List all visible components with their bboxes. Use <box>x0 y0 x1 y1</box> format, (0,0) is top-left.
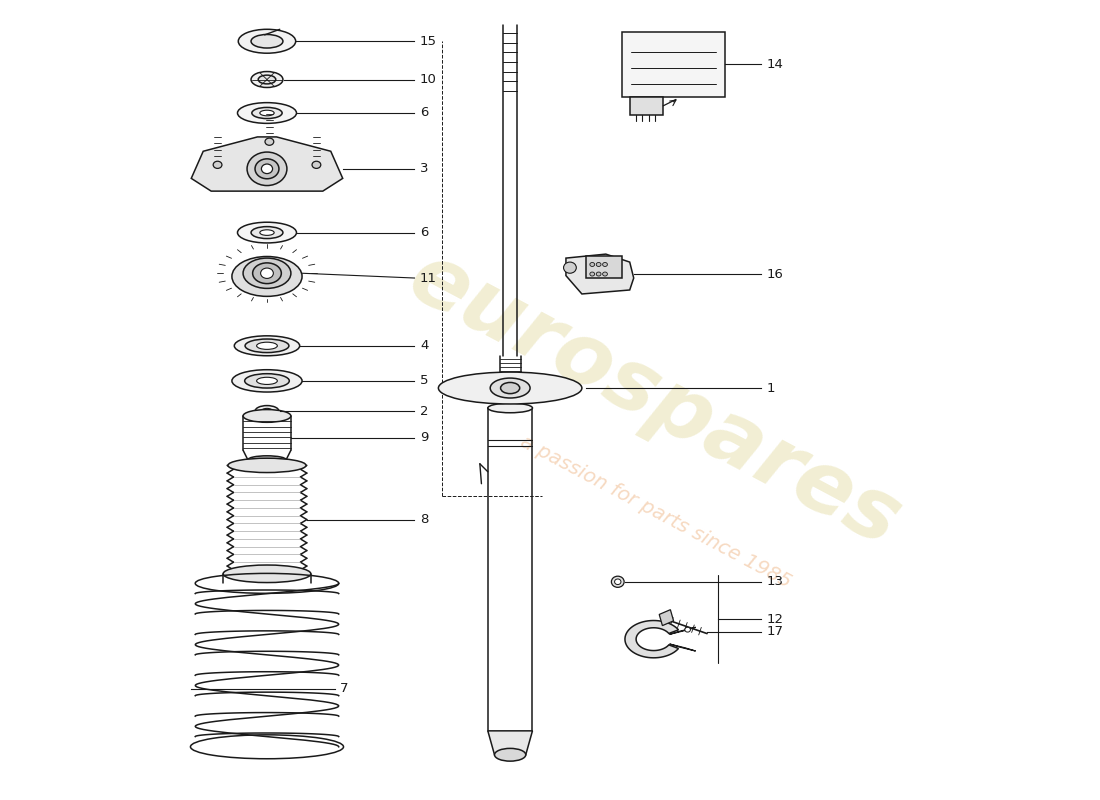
Text: 10: 10 <box>420 73 437 86</box>
Polygon shape <box>670 644 695 651</box>
Ellipse shape <box>255 159 279 178</box>
Text: 9: 9 <box>420 431 428 444</box>
Ellipse shape <box>491 378 530 398</box>
Ellipse shape <box>261 268 274 278</box>
Ellipse shape <box>239 30 296 54</box>
Ellipse shape <box>615 579 622 585</box>
Ellipse shape <box>232 370 302 392</box>
Ellipse shape <box>487 403 532 413</box>
Ellipse shape <box>495 748 526 761</box>
Ellipse shape <box>260 110 274 116</box>
Ellipse shape <box>596 262 601 266</box>
Ellipse shape <box>256 378 277 385</box>
Ellipse shape <box>255 406 279 417</box>
Ellipse shape <box>228 458 306 473</box>
Text: 1: 1 <box>767 382 775 394</box>
Text: 6: 6 <box>420 106 428 119</box>
Ellipse shape <box>245 339 289 353</box>
Ellipse shape <box>258 75 276 84</box>
Ellipse shape <box>251 34 283 48</box>
Ellipse shape <box>439 372 582 404</box>
Ellipse shape <box>251 71 283 87</box>
Ellipse shape <box>563 262 576 274</box>
Text: 8: 8 <box>420 513 428 526</box>
Polygon shape <box>487 731 532 754</box>
Ellipse shape <box>244 374 289 388</box>
Text: 16: 16 <box>767 267 783 281</box>
Ellipse shape <box>248 456 286 464</box>
Bar <box>629 97 663 114</box>
Text: 15: 15 <box>420 34 437 48</box>
Ellipse shape <box>252 107 282 118</box>
Ellipse shape <box>612 576 624 587</box>
Polygon shape <box>625 621 679 658</box>
Ellipse shape <box>248 152 287 186</box>
Ellipse shape <box>238 222 297 243</box>
Polygon shape <box>565 254 634 294</box>
Text: 12: 12 <box>767 613 784 626</box>
Text: 2: 2 <box>420 405 429 418</box>
Polygon shape <box>659 610 673 626</box>
Polygon shape <box>670 627 695 634</box>
Text: 13: 13 <box>767 575 784 588</box>
Ellipse shape <box>243 410 290 422</box>
Text: 4: 4 <box>420 339 428 352</box>
Ellipse shape <box>603 272 607 276</box>
Ellipse shape <box>238 102 297 123</box>
Text: 3: 3 <box>420 162 429 175</box>
Text: a passion for parts since 1985: a passion for parts since 1985 <box>517 432 794 591</box>
Ellipse shape <box>590 272 595 276</box>
Ellipse shape <box>603 262 607 266</box>
Ellipse shape <box>312 162 321 169</box>
Bar <box>586 256 622 278</box>
Ellipse shape <box>260 230 274 235</box>
Ellipse shape <box>213 162 222 169</box>
Ellipse shape <box>223 565 311 582</box>
Ellipse shape <box>596 272 601 276</box>
Text: eurospares: eurospares <box>395 235 915 565</box>
Ellipse shape <box>590 262 595 266</box>
Text: 7: 7 <box>340 682 349 695</box>
Ellipse shape <box>251 226 283 238</box>
Text: 17: 17 <box>767 626 784 638</box>
Ellipse shape <box>253 263 282 284</box>
Ellipse shape <box>234 336 299 356</box>
Ellipse shape <box>685 627 691 632</box>
Polygon shape <box>191 137 343 191</box>
Ellipse shape <box>500 382 519 394</box>
Text: 11: 11 <box>420 271 437 285</box>
Ellipse shape <box>262 408 273 414</box>
Ellipse shape <box>265 138 274 146</box>
Ellipse shape <box>243 258 290 288</box>
Ellipse shape <box>256 342 277 350</box>
Bar <box>621 32 725 97</box>
Text: 5: 5 <box>420 374 429 387</box>
Text: 6: 6 <box>420 226 428 239</box>
Ellipse shape <box>232 257 302 296</box>
Ellipse shape <box>262 164 273 174</box>
Text: 14: 14 <box>767 58 783 71</box>
